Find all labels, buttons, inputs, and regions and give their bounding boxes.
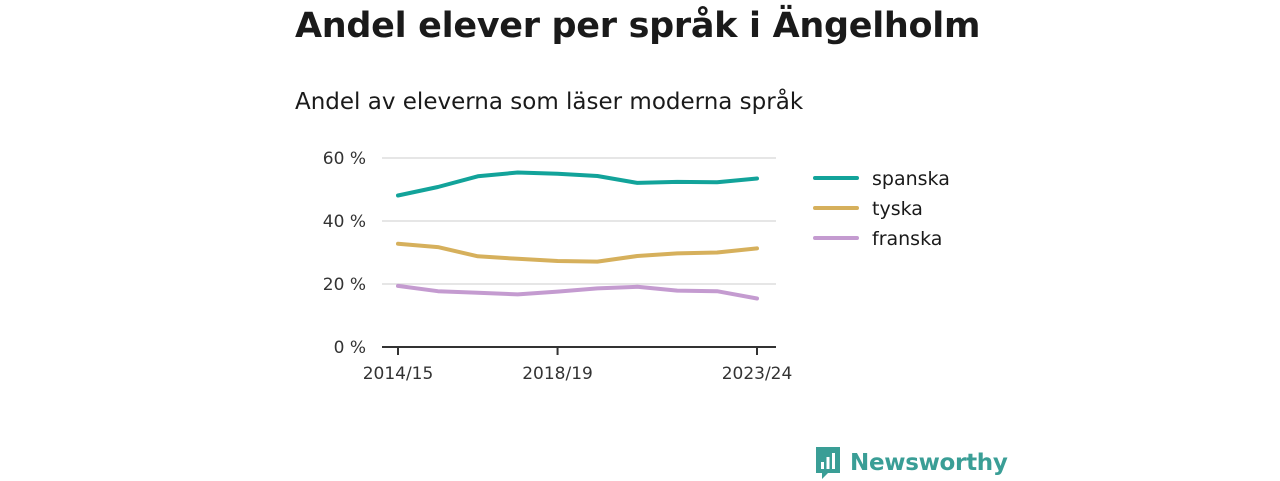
- y-tick-label: 60 %: [323, 149, 366, 169]
- y-tick-label: 20 %: [323, 275, 366, 295]
- y-tick-label: 40 %: [323, 212, 366, 232]
- brand-name: Newsworthy: [850, 450, 1008, 476]
- gridlines: [382, 157, 776, 285]
- x-axis-tick-labels: 2014/15 2018/19 2023/24: [363, 364, 793, 384]
- chart-title: Andel elever per språk i Ängelholm: [295, 6, 981, 46]
- x-tick-label: 2018/19: [522, 364, 593, 384]
- series-lines: [396, 170, 759, 301]
- x-axis: [382, 346, 776, 355]
- brand: Newsworthy: [814, 445, 1008, 481]
- legend-label-tyska: tyska: [872, 198, 923, 220]
- legend-label-franska: franska: [872, 228, 942, 250]
- line-chart: 0 % 20 % 40 % 60 % 2014/15 2018/19 2023/24 sp…: [323, 149, 950, 384]
- chart-subtitle: Andel av eleverna som läser moderna språ…: [295, 89, 804, 115]
- series-line-tyska: [396, 241, 759, 264]
- newsworthy-logo-icon: [816, 447, 840, 479]
- series-line-franska: [396, 283, 759, 301]
- legend-label-spanska: spanska: [872, 168, 950, 190]
- x-tick-label: 2023/24: [722, 364, 793, 384]
- y-axis-tick-labels: 0 % 20 % 40 % 60 %: [323, 149, 366, 358]
- legend: spanska tyska franska: [813, 168, 950, 250]
- y-tick-label: 0 %: [334, 338, 366, 358]
- series-line-spanska: [396, 170, 759, 198]
- x-tick-label: 2014/15: [363, 364, 434, 384]
